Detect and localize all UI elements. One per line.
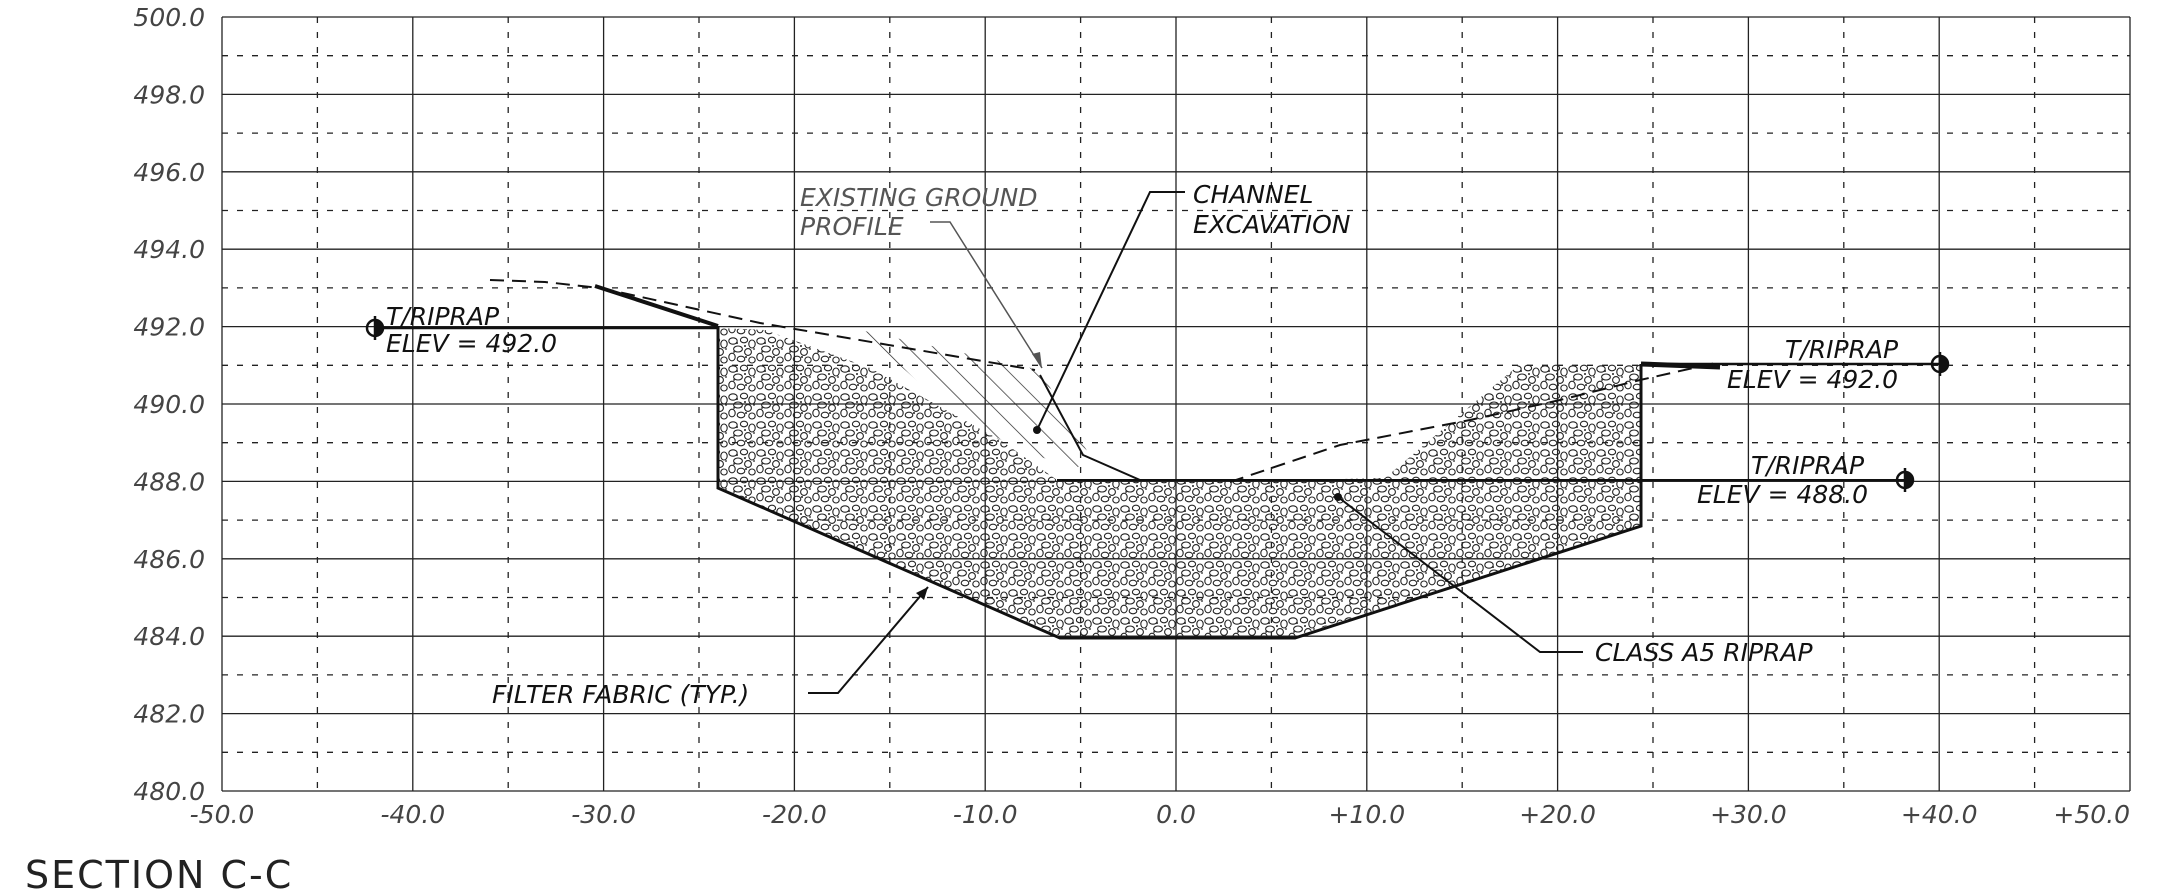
right-lower-riprap-label-1: T/RIPRAP [1751,451,1865,480]
y-tick-label: 488.0 [133,467,205,496]
y-tick-label: 494.0 [133,235,205,264]
y-tick-label: 480.0 [133,777,205,806]
channel-excavation-hatch [860,330,1090,470]
x-tick-label: +50.0 [2053,800,2130,829]
x-tick-label: -40.0 [380,800,445,829]
x-axis-labels: -50.0 -40.0 -30.0 -20.0 -10.0 0.0 +10.0 +20.0 +3… [190,800,2130,829]
existing-ground-leader [930,221,1043,369]
x-tick-label: -20.0 [762,800,827,829]
existing-ground-label-1: EXISTING GROUND [800,183,1038,212]
y-tick-label: 500.0 [133,3,205,32]
x-tick-label: +20.0 [1519,800,1596,829]
filter-fabric-leader [808,586,929,694]
y-tick-label: 482.0 [133,700,205,729]
x-tick-label: -50.0 [190,800,255,829]
y-tick-label: 492.0 [133,313,205,342]
existing-ground-label-2: PROFILE [800,212,904,241]
right-upper-tie-in [1640,361,1721,370]
right-lower-elevation-marker [1895,468,1915,492]
x-tick-label: +10.0 [1328,800,1405,829]
y-tick-label: 484.0 [133,622,205,651]
channel-excavation-label-1: CHANNEL [1193,180,1313,209]
left-riprap-label-1: T/RIPRAP [386,302,500,331]
channel-excavation-label-2: EXCAVATION [1193,210,1351,239]
y-tick-label: 498.0 [133,80,205,109]
filter-fabric-line [716,326,1643,640]
right-upper-riprap-label-2: ELEV = 492.0 [1727,365,1898,394]
y-tick-label: 486.0 [133,545,205,574]
riprap-fill [718,328,1641,636]
left-riprap-label-2: ELEV = 492.0 [386,329,557,358]
right-upper-riprap-label-1: T/RIPRAP [1785,335,1899,364]
section-title: SECTION C-C [25,853,293,896]
left-elevation-marker [365,316,385,340]
class-riprap-leader [1337,496,1583,653]
x-tick-label: +40.0 [1901,800,1978,829]
grid [221,16,2131,792]
x-tick-label: 0.0 [1156,800,1196,829]
x-tick-label: +30.0 [1710,800,1787,829]
x-tick-label: -30.0 [571,800,636,829]
y-tick-label: 496.0 [133,158,205,187]
existing-ground-profile-right [1229,361,1721,483]
y-tick-label: 490.0 [133,390,205,419]
y-axis-labels: 500.0 498.0 496.0 494.0 492.0 490.0 488.0 486.0… [133,3,205,806]
right-lower-riprap-label-2: ELEV = 488.0 [1697,480,1868,509]
x-tick-label: -10.0 [953,800,1018,829]
left-tie-in [594,284,719,328]
filter-fabric-label: FILTER FABRIC (TYP.) [492,680,749,709]
right-upper-elevation-marker [1930,352,1950,376]
channel-excavation-leader [1036,191,1185,431]
class-riprap-label: CLASS A5 RIPRAP [1595,638,1814,667]
